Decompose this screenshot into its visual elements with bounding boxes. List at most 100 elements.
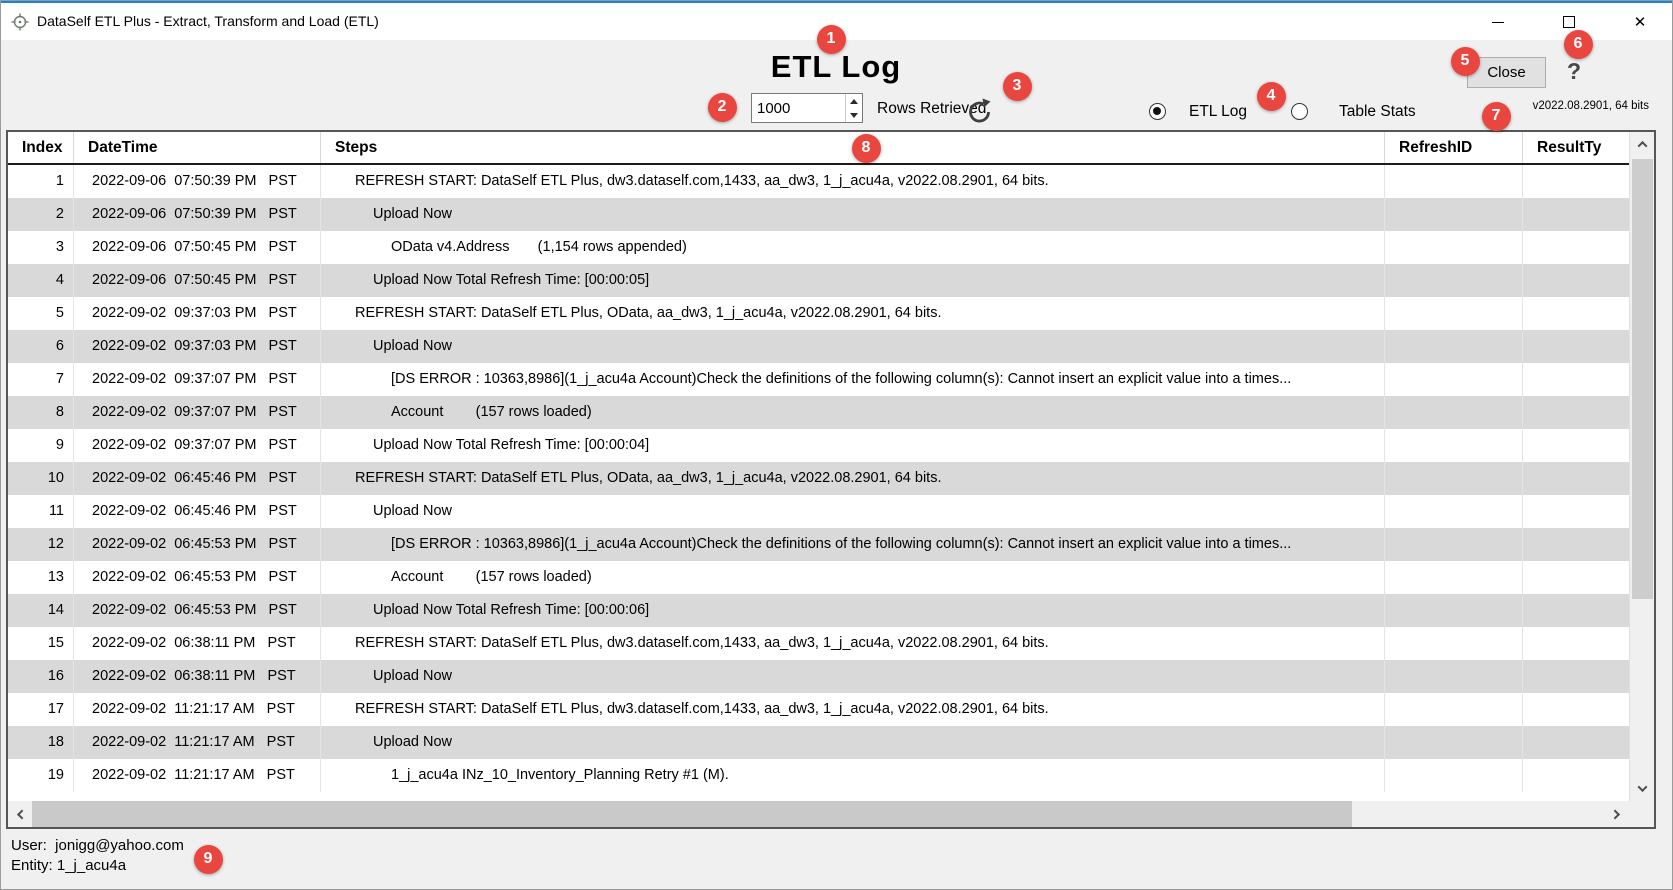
rows-retrieved-input[interactable]: [752, 94, 845, 122]
refresh-icon: [969, 98, 991, 123]
cell-steps: OData v4.Address (1,154 rows appended): [321, 231, 1385, 264]
table-row[interactable]: 19 2022-09-02 11:21:17 AM PST 1_j_acu4a …: [8, 759, 1629, 792]
column-header-refreshid[interactable]: RefreshID: [1385, 132, 1523, 163]
cell-datetime: 2022-09-02 06:45:46 PM PST: [74, 495, 321, 528]
cell-resulttype: [1523, 330, 1629, 363]
cell-refreshid: [1385, 330, 1523, 363]
vertical-scrollbar-thumb[interactable]: [1632, 159, 1653, 599]
spinner-up-button[interactable]: [846, 94, 862, 108]
cell-steps: Upload Now: [321, 495, 1385, 528]
table-row[interactable]: 2 2022-09-06 07:50:39 PM PST Upload Now: [8, 198, 1629, 231]
vertical-scrollbar[interactable]: [1629, 132, 1654, 801]
annotation-badge-2: 2: [707, 92, 737, 122]
table-row[interactable]: 3 2022-09-06 07:50:45 PM PST OData v4.Ad…: [8, 231, 1629, 264]
cell-datetime: 2022-09-02 06:45:46 PM PST: [74, 462, 321, 495]
cell-steps: Upload Now: [321, 330, 1385, 363]
cell-refreshid: [1385, 231, 1523, 264]
table-row[interactable]: 12 2022-09-02 06:45:53 PM PST [DS ERROR …: [8, 528, 1629, 561]
table-row[interactable]: 18 2022-09-02 11:21:17 AM PST Upload Now: [8, 726, 1629, 759]
annotation-badge-9: 9: [193, 844, 223, 874]
window-title: DataSelf ETL Plus - Extract, Transform a…: [37, 13, 379, 29]
cell-steps: Upload Now Total Refresh Time: [00:00:06…: [321, 594, 1385, 627]
table-row[interactable]: 4 2022-09-06 07:50:45 PM PST Upload Now …: [8, 264, 1629, 297]
cell-resulttype: [1523, 297, 1629, 330]
cell-refreshid: [1385, 165, 1523, 198]
cell-datetime: 2022-09-02 11:21:17 AM PST: [74, 726, 321, 759]
cell-datetime: 2022-09-02 09:37:07 PM PST: [74, 363, 321, 396]
cell-index: 13: [8, 561, 74, 594]
table-row[interactable]: 1 2022-09-06 07:50:39 PM PST REFRESH STA…: [8, 165, 1629, 198]
cell-index: 12: [8, 528, 74, 561]
table-row[interactable]: 16 2022-09-02 06:38:11 PM PST Upload Now: [8, 660, 1629, 693]
cell-index: 17: [8, 693, 74, 726]
annotation-badge-5: 5: [1450, 46, 1480, 76]
cell-index: 16: [8, 660, 74, 693]
cell-refreshid: [1385, 759, 1523, 792]
table-row[interactable]: 5 2022-09-02 09:37:03 PM PST REFRESH STA…: [8, 297, 1629, 330]
column-header-resulttype[interactable]: ResultTy: [1537, 139, 1602, 156]
scroll-down-button[interactable]: [1630, 776, 1655, 801]
maximize-icon: [1563, 16, 1575, 28]
scroll-left-button[interactable]: [8, 801, 33, 827]
cell-steps: Account (157 rows loaded): [321, 561, 1385, 594]
table-header-row: Index DateTime Steps RefreshID ResultTy: [8, 132, 1629, 165]
cell-index: 2: [8, 198, 74, 231]
table-row[interactable]: 7 2022-09-02 09:37:07 PM PST [DS ERROR :…: [8, 363, 1629, 396]
refresh-button[interactable]: [965, 97, 995, 127]
column-header-index[interactable]: Index: [8, 132, 74, 163]
table-row[interactable]: 11 2022-09-02 06:45:46 PM PST Upload Now: [8, 495, 1629, 528]
cell-resulttype: [1523, 462, 1629, 495]
radio-etl-log-label[interactable]: ETL Log: [1189, 103, 1248, 120]
minimize-button[interactable]: [1475, 5, 1521, 39]
scroll-right-button[interactable]: [1604, 801, 1629, 827]
column-header-steps[interactable]: Steps: [321, 132, 1385, 163]
horizontal-scrollbar-thumb[interactable]: [32, 801, 1352, 827]
table-row[interactable]: 13 2022-09-02 06:45:53 PM PST Account (1…: [8, 561, 1629, 594]
spinner-down-button[interactable]: [846, 108, 862, 122]
help-button[interactable]: ?: [1567, 58, 1582, 84]
footer-user: User: jonigg@yahoo.com: [11, 837, 184, 854]
close-button[interactable]: Close: [1467, 57, 1546, 88]
cell-resulttype: [1523, 396, 1629, 429]
cell-steps: Account (157 rows loaded): [321, 396, 1385, 429]
cell-refreshid: [1385, 264, 1523, 297]
table-row[interactable]: 14 2022-09-02 06:45:53 PM PST Upload Now…: [8, 594, 1629, 627]
annotation-badge-8: 8: [851, 133, 881, 163]
cell-refreshid: [1385, 297, 1523, 330]
chevron-right-icon: [1610, 809, 1621, 819]
cell-datetime: 2022-09-02 09:37:03 PM PST: [74, 297, 321, 330]
table-row[interactable]: 10 2022-09-02 06:45:46 PM PST REFRESH ST…: [8, 462, 1629, 495]
close-x-icon: ✕: [1633, 13, 1647, 31]
table-row[interactable]: 17 2022-09-02 11:21:17 AM PST REFRESH ST…: [8, 693, 1629, 726]
cell-steps: Upload Now: [321, 660, 1385, 693]
cell-index: 6: [8, 330, 74, 363]
table-row[interactable]: 8 2022-09-02 09:37:07 PM PST Account (15…: [8, 396, 1629, 429]
column-header-datetime[interactable]: DateTime: [74, 132, 321, 163]
window-close-button[interactable]: ✕: [1617, 5, 1663, 39]
cell-datetime: 2022-09-06 07:50:39 PM PST: [74, 165, 321, 198]
cell-steps: REFRESH START: DataSelf ETL Plus, dw3.da…: [321, 693, 1385, 726]
maximize-button[interactable]: [1546, 5, 1592, 39]
cell-resulttype: [1523, 528, 1629, 561]
cell-index: 14: [8, 594, 74, 627]
table-row[interactable]: 15 2022-09-02 06:38:11 PM PST REFRESH ST…: [8, 627, 1629, 660]
cell-refreshid: [1385, 363, 1523, 396]
chevron-down-icon: [1637, 782, 1648, 793]
cell-datetime: 2022-09-02 09:37:07 PM PST: [74, 396, 321, 429]
horizontal-scrollbar[interactable]: [8, 801, 1629, 827]
table-row[interactable]: 9 2022-09-02 09:37:07 PM PST Upload Now …: [8, 429, 1629, 462]
radio-table-stats-label[interactable]: Table Stats: [1339, 103, 1416, 120]
cell-steps: [DS ERROR : 10363,8986](1_j_acu4a Accoun…: [321, 363, 1385, 396]
spinner-buttons: [845, 94, 862, 122]
cell-steps: REFRESH START: DataSelf ETL Plus, OData,…: [321, 297, 1385, 330]
cell-resulttype: [1523, 660, 1629, 693]
table-row[interactable]: 6 2022-09-02 09:37:03 PM PST Upload Now: [8, 330, 1629, 363]
rows-retrieved-label: Rows Retrieved: [877, 100, 987, 117]
radio-table-stats[interactable]: [1291, 103, 1308, 120]
scroll-up-button[interactable]: [1630, 132, 1655, 157]
cell-resulttype: [1523, 759, 1629, 792]
cell-index: 7: [8, 363, 74, 396]
radio-etl-log[interactable]: [1149, 103, 1166, 120]
cell-resulttype: [1523, 594, 1629, 627]
